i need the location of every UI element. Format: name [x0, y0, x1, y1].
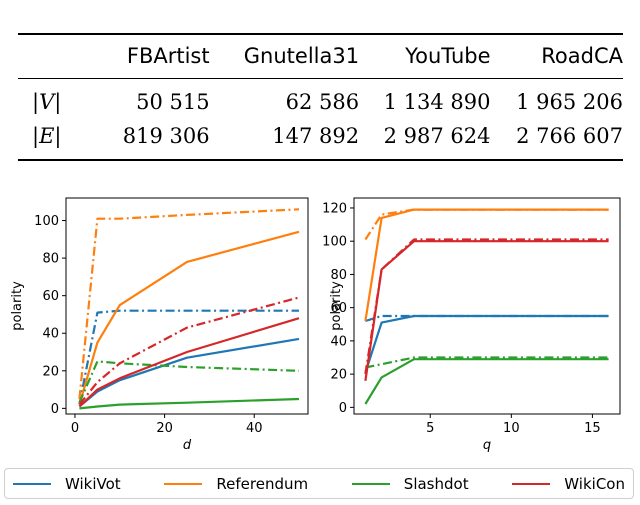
table-cell: 50 515	[136, 89, 210, 114]
table-cell: 819 306	[102, 118, 210, 161]
y-tick-label: 120	[322, 201, 347, 216]
x-tick-label: 10	[503, 421, 520, 436]
legend: WikiVot Referendum Slashdot WikiCon	[4, 468, 634, 499]
legend-swatch	[13, 482, 51, 485]
series-line-referendum-solid	[364, 208, 609, 322]
legend-label: Slashdot	[403, 474, 469, 493]
column-header: RoadCA	[490, 33, 623, 79]
legend-swatch	[164, 482, 203, 485]
series-line-slashdot-dashdot	[365, 356, 609, 369]
y-axis-label: polarity	[10, 281, 25, 331]
series-line-wikicon-dashdot	[78, 296, 300, 406]
legend-label: Referendum	[216, 474, 309, 493]
table-cell: 1 134 890	[383, 89, 491, 114]
x-tick-label: 20	[156, 421, 173, 436]
series-line-wikivot-dashdot	[365, 314, 609, 323]
row-label: |V|	[32, 89, 62, 114]
legend-item-referendum: Referendum	[164, 475, 308, 493]
y-tick-label: 20	[42, 364, 59, 379]
x-axis-label: d	[183, 438, 192, 453]
series-line-wikicon-dashdot	[364, 238, 609, 375]
table-cell: 62 586	[285, 89, 360, 114]
series-line-wikivot-solid	[78, 337, 300, 408]
column-header: Gnutella31	[209, 33, 360, 79]
y-tick-label: 40	[42, 327, 59, 342]
series-line-wikivot-dashdot	[78, 309, 299, 405]
y-tick-label: 0	[339, 401, 347, 416]
table-header-row: FBArtist Gnutella31 YouTube RoadCA	[18, 33, 623, 79]
row-label: |E|	[18, 118, 103, 161]
legend-item-wikicon: WikiCon	[512, 475, 625, 493]
legend-label: WikiVot	[65, 474, 121, 493]
table-corner	[18, 33, 103, 79]
table-cell: 147 892	[209, 118, 360, 161]
x-tick-label: 0	[71, 421, 79, 436]
statistics-table: FBArtist Gnutella31 YouTube RoadCA |V| 5…	[18, 33, 623, 161]
legend-swatch	[512, 482, 551, 485]
column-header: FBArtist	[102, 33, 210, 79]
legend-label: WikiCon	[564, 474, 625, 493]
table-row: |V| 50 515 62 586 1 134 890 1 965 206	[18, 78, 623, 119]
y-tick-label: 20	[330, 368, 347, 383]
y-tick-label: 60	[330, 301, 347, 316]
x-axis-label: q	[483, 438, 491, 453]
y-tick-label: 100	[34, 214, 59, 229]
y-tick-label: 100	[322, 235, 347, 250]
y-tick-label: 60	[42, 289, 59, 304]
series-line-slashdot-solid	[79, 397, 300, 410]
x-tick-label: 15	[584, 421, 601, 436]
polarity-vs-q-chart: 5 10 15 0 20 40 60 80 100 120 q polarity	[322, 197, 621, 453]
polarity-vs-d-chart: 0 20 40 0 20 40 60 80 100 d polarity	[10, 197, 309, 453]
series-line-wikivot-solid	[364, 314, 609, 373]
legend-swatch	[351, 482, 390, 485]
plot-frame	[353, 197, 621, 415]
series-line-wikicon-solid	[78, 317, 300, 408]
table-cell: 2 766 607	[490, 118, 623, 161]
y-tick-label: 40	[330, 334, 347, 349]
series-line-referendum-dashdot	[78, 208, 300, 400]
series-line-slashdot-solid	[364, 358, 609, 405]
y-axis-label: polarity	[329, 281, 344, 331]
table-row: |E| 819 306 147 892 2 987 624 2 766 607	[18, 118, 623, 161]
series-line-referendum-dashdot	[364, 208, 609, 241]
x-tick-label: 40	[246, 421, 263, 436]
plot-frame	[65, 197, 309, 415]
table-cell: 1 965 206	[516, 89, 623, 114]
legend-item-slashdot: Slashdot	[351, 474, 469, 493]
y-tick-label: 0	[51, 402, 59, 417]
y-tick-label: 80	[42, 252, 59, 267]
x-tick-label: 5	[426, 421, 434, 436]
y-tick-label: 80	[330, 268, 347, 283]
series-line-referendum-solid	[78, 230, 300, 405]
column-header: YouTube	[359, 33, 491, 79]
legend-item-wikivot: WikiVot	[13, 475, 121, 493]
table-cell: 2 987 624	[359, 118, 491, 161]
